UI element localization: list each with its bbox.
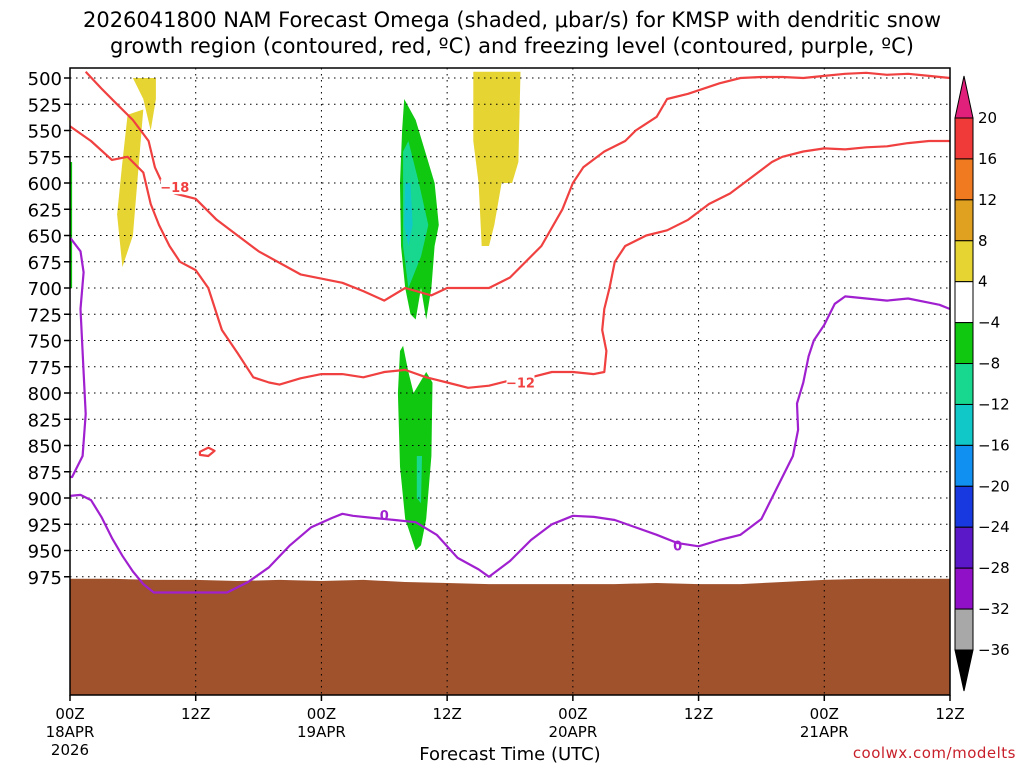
- colorbar-segment: [954, 526, 974, 569]
- omega-shading: [70, 71, 521, 551]
- colorbar-segment: [954, 485, 974, 528]
- colorbar-segment: [954, 444, 974, 487]
- y-tick-label: 600: [28, 174, 62, 195]
- contour-3: [70, 236, 87, 479]
- contour-label: 0: [673, 539, 682, 554]
- y-tick-label: 850: [28, 437, 62, 458]
- y-tick-label: 925: [28, 515, 62, 536]
- colorbar-label: −4: [978, 314, 1000, 332]
- x-tick-label: 12Z: [432, 705, 461, 723]
- x-tick-label: 12Z: [684, 705, 713, 723]
- x-tick-label: 12Z: [181, 705, 210, 723]
- colorbar: 20 16 12 8 4 −4 −8 −12 −16 −20 −24 −28 −32 −36: [954, 75, 1010, 692]
- x-tick-label: 18APR: [46, 723, 95, 741]
- y-tick-label: 825: [28, 410, 62, 431]
- colorbar-label: 4: [978, 273, 988, 291]
- colorbar-label: −36: [978, 641, 1010, 659]
- contour-label: 0: [380, 509, 389, 524]
- colorbar-top-arrow: [954, 75, 974, 119]
- omega-region-4: [397, 345, 433, 551]
- contour-label-bg: [160, 179, 189, 195]
- contour-lines: −18 −12 0 0: [70, 70, 950, 594]
- colorbar-segment: [954, 199, 974, 242]
- omega-region-5: [403, 141, 429, 288]
- omega-region-6: [404, 183, 413, 246]
- terrain-surface: [70, 578, 950, 695]
- colorbar-segment: [954, 240, 974, 283]
- omega-region-0: [117, 109, 144, 267]
- contour-label: −12: [506, 377, 535, 392]
- colorbar-label: 8: [978, 232, 988, 250]
- colorbar-segment: [954, 567, 974, 610]
- y-tick-label: 725: [28, 305, 62, 326]
- colorbar-segment: [954, 117, 974, 160]
- y-tick-label: 650: [28, 227, 62, 248]
- x-tick-label: 00Z: [55, 705, 84, 723]
- credit-text: coolwx.com/modelts: [852, 744, 1016, 762]
- colorbar-segment: [954, 403, 974, 446]
- colorbar-label: 12: [978, 191, 997, 209]
- y-tick-label: 625: [28, 200, 62, 221]
- colorbar-bottom-arrow: [954, 649, 974, 692]
- x-tick-label: 20APR: [548, 723, 597, 741]
- colorbar-label: −20: [978, 477, 1010, 495]
- colorbar-segment: [954, 363, 974, 405]
- x-tick-label: 00Z: [558, 705, 587, 723]
- x-tick-label: 19APR: [297, 723, 346, 741]
- x-tick-label: 2026: [51, 741, 89, 759]
- y-tick-label: 950: [28, 542, 62, 563]
- omega-region-2: [473, 71, 521, 246]
- y-tick-label: 500: [28, 69, 62, 90]
- colorbar-segment: [954, 322, 974, 365]
- contour-label-bg: [506, 374, 535, 390]
- colorbar-segment: [954, 158, 974, 201]
- contour-4: [70, 295, 950, 594]
- colorbar-segment: [954, 281, 974, 324]
- colorbar-label: −12: [978, 395, 1010, 413]
- y-axis: 500 525 550 575 600 625 650 675 700 725 750 775 800 8…: [28, 69, 70, 589]
- y-tick-label: 550: [28, 122, 62, 143]
- y-tick-label: 975: [28, 568, 62, 589]
- colorbar-label: −28: [978, 559, 1010, 577]
- omega-region-7: [416, 456, 422, 504]
- x-axis-title: Forecast Time (UTC): [419, 744, 601, 765]
- x-tick-label: 00Z: [810, 705, 839, 723]
- contour-2: [198, 446, 216, 458]
- colorbar-label: −24: [978, 518, 1010, 536]
- y-tick-label: 525: [28, 95, 62, 116]
- colorbar-segment: [954, 608, 974, 651]
- y-tick-label: 700: [28, 279, 62, 300]
- colorbar-label: −32: [978, 600, 1010, 618]
- contour-label: −18: [160, 181, 189, 196]
- colorbar-label: −8: [978, 355, 1000, 373]
- colorbar-label: 16: [978, 150, 997, 168]
- y-tick-label: 875: [28, 463, 62, 484]
- x-tick-label: 12Z: [935, 705, 964, 723]
- y-tick-label: 775: [28, 358, 62, 379]
- chart-title-line2: growth region (contoured, red, ºC) and f…: [110, 34, 914, 58]
- colorbar-label: 20: [978, 109, 997, 127]
- y-tick-label: 575: [28, 148, 62, 169]
- colorbar-label: −16: [978, 436, 1010, 454]
- y-tick-label: 675: [28, 253, 62, 274]
- plot-frame: [69, 67, 951, 696]
- chart-title-line1: 2026041800 NAM Forecast Omega (shaded, μ…: [82, 8, 942, 32]
- y-tick-label: 800: [28, 384, 62, 405]
- omega-region-1: [132, 78, 156, 131]
- x-tick-label: 21APR: [800, 723, 849, 741]
- terrain-fill: [70, 578, 950, 695]
- x-tick-label: 00Z: [307, 705, 336, 723]
- y-tick-label: 750: [28, 332, 62, 353]
- y-tick-label: 900: [28, 489, 62, 510]
